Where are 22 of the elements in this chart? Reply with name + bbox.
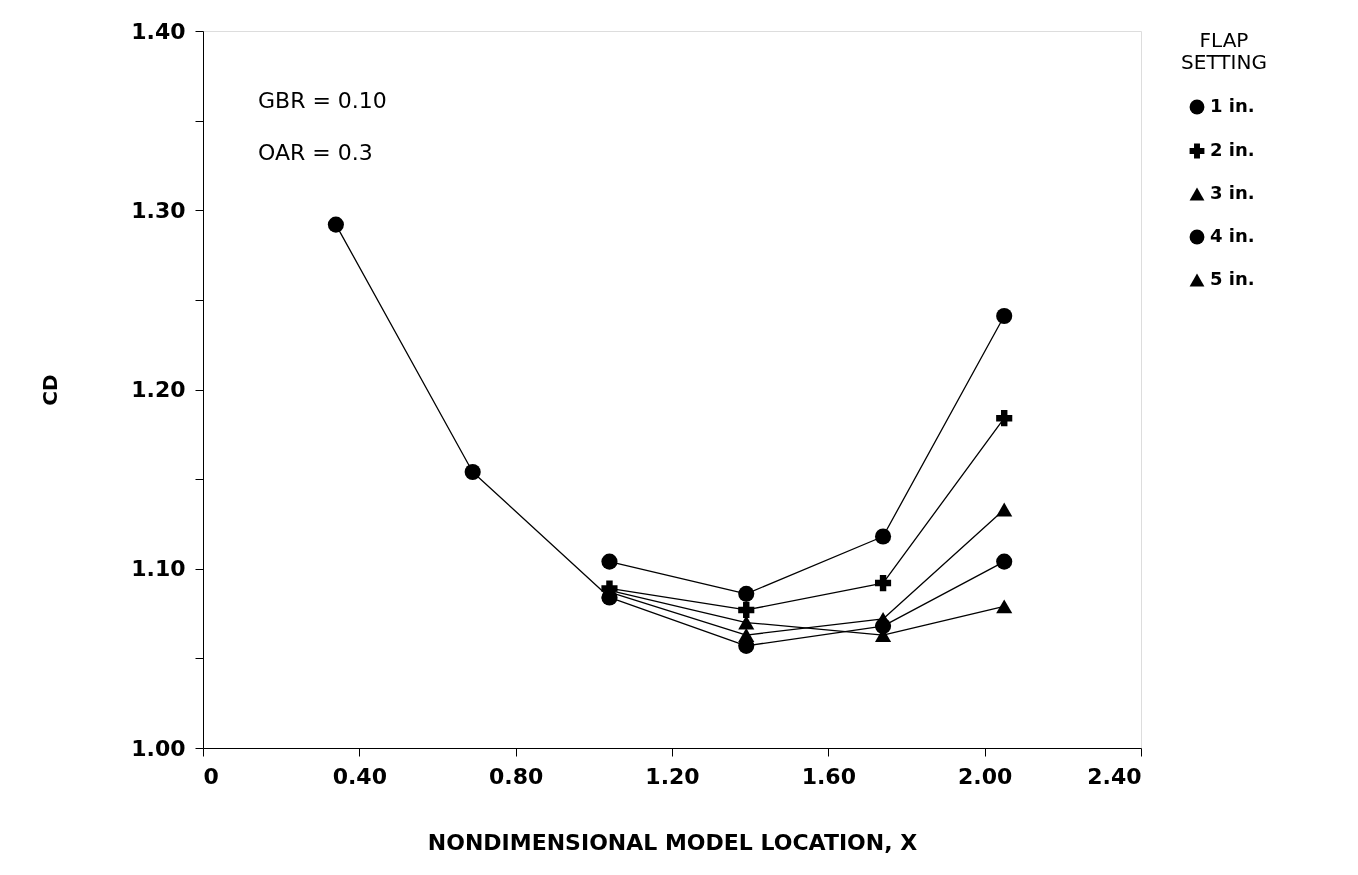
x-tick-label: 0 [203,763,219,789]
legend-label: 4 in. [1210,225,1255,246]
x-tick-label: 0.80 [489,763,544,789]
x-tick-label: 0.40 [332,763,387,789]
x-tick-label: 1.20 [645,763,700,789]
legend-label: 5 in. [1210,268,1255,289]
x-tick-label: 2.40 [1087,763,1142,789]
x-tick-label: 2.00 [958,763,1013,789]
y-tick-label: 1.20 [131,377,186,402]
legend-title: FLAP SETTING [1181,28,1267,74]
annotation: GBR = 0.10 [258,88,387,113]
annotation: OAR = 0.3 [258,140,373,165]
legend-label: 1 in. [1210,95,1255,116]
legend-label: 2 in. [1210,139,1255,160]
legend-label: 3 in. [1210,182,1255,203]
y-tick-label: 1.30 [131,197,186,223]
y-tick-label: 1.40 [131,18,186,44]
y-tick-label: 1.00 [131,735,186,761]
x-tick-label: 1.60 [801,763,856,789]
x-axis-title: NONDIMENSIONAL MODEL LOCATION, X [427,829,918,855]
y-tick-label: 1.10 [131,556,186,582]
y-axis-title: CD [38,374,63,406]
